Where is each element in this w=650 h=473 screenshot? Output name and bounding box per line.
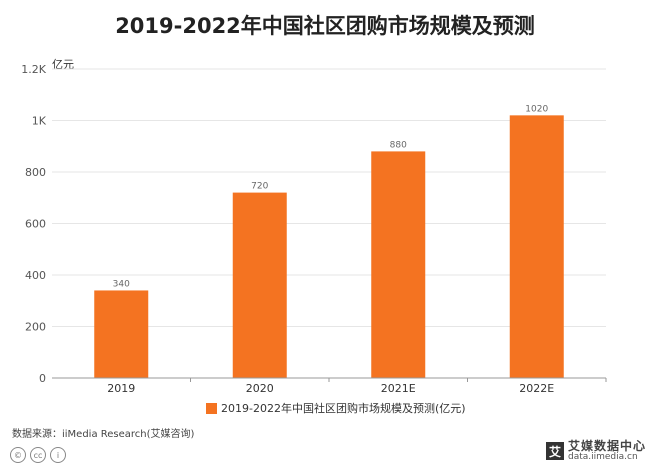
legend[interactable]: 2019-2022年中国社区团购市场规模及预测(亿元) (206, 400, 466, 416)
y-tick-label: 200 (25, 321, 46, 334)
data-label-2019: 340 (113, 279, 130, 289)
legend-label: 2019-2022年中国社区团购市场规模及预测(亿元) (221, 402, 466, 415)
chart-title: 2019-2022年中国社区团购市场规模及预测 (115, 14, 535, 38)
data-labels: 340 720 880 1020 (113, 104, 549, 289)
y-tick-label: 1K (32, 115, 47, 128)
logo-name: 艾媒数据中心 (567, 439, 646, 453)
y-tick-label: 1.2K (21, 63, 46, 76)
bar-2022E[interactable] (509, 115, 564, 378)
x-tick-label: 2020 (246, 382, 274, 395)
y-tick-label: 800 (25, 166, 46, 179)
x-tick-label: 2019 (107, 382, 135, 395)
y-unit-label: 亿元 (52, 58, 74, 71)
logo-url: data.iimedia.cn (567, 451, 638, 462)
x-tick-label: 2021E (381, 382, 416, 395)
source-note: 数据来源：iiMedia Research(艾媒咨询) (12, 429, 195, 440)
x-axis-ticks: 2019 2020 2021E 2022E (107, 378, 607, 395)
x-tick-label: 2022E (519, 382, 554, 395)
creative-commons-icon: cc (30, 447, 46, 463)
bar-2021E[interactable] (371, 151, 426, 378)
y-tick-label: 600 (25, 218, 46, 231)
bar-2020[interactable] (232, 192, 287, 378)
bars (94, 115, 564, 378)
license-icons: © cc i (10, 447, 66, 463)
data-label-2021E: 880 (390, 140, 407, 150)
iimedia-logo: 艾 艾媒数据中心 data.iimedia.cn (545, 439, 646, 462)
y-tick-label: 400 (25, 269, 46, 282)
y-axis-ticks: 0 200 400 600 800 1K 1.2K (21, 63, 46, 385)
data-label-2022E: 1020 (525, 104, 548, 114)
legend-swatch (206, 402, 217, 414)
bar-2019[interactable] (94, 290, 149, 378)
logo-mark-icon: 艾 (545, 442, 564, 461)
data-label-2020: 720 (251, 182, 268, 192)
y-tick-label: 0 (39, 372, 46, 385)
copyright-icon: © (10, 447, 26, 463)
attribution-icon: i (50, 447, 66, 463)
